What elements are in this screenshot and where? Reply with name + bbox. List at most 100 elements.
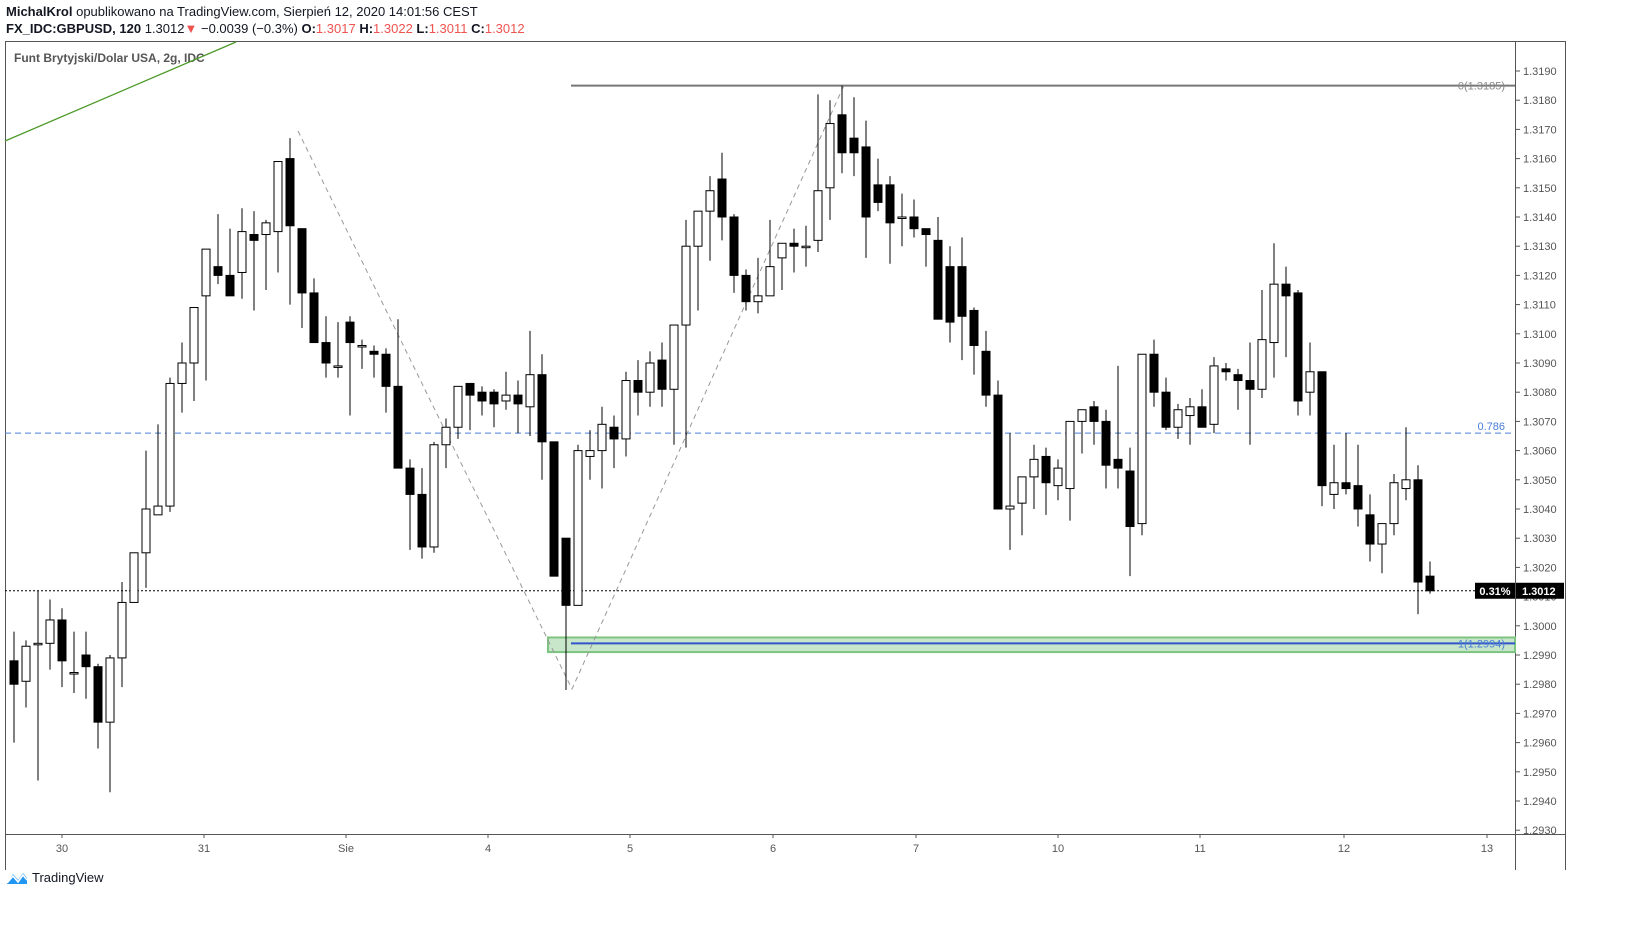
candle-down [1341,482,1351,490]
candle-up [429,444,439,548]
candle-up [105,657,115,723]
candles [9,85,1435,793]
y-tick-label: 1.3070 [1523,416,1557,428]
fib-zone[interactable] [547,636,1516,654]
x-tick-label: 6 [770,843,776,855]
candle-down [345,321,355,344]
candle-down [885,184,895,224]
candle-up [117,601,127,659]
candle-up [141,508,151,554]
y-tick-label: 1.3040 [1523,504,1557,516]
candle-up [69,672,79,675]
candle-down [849,137,859,154]
symbol-info: FX_IDC:GBPUSD, 120 1.3012▼ −0.0039 (−0.3… [6,21,525,36]
last-pct-badge [1475,582,1515,599]
x-tick-label: 31 [198,843,210,855]
candle-down [1293,292,1303,402]
x-tick-label: 12 [1338,843,1350,855]
candle-down [321,342,331,364]
candle-down [369,350,379,355]
y-tick-label: 1.3030 [1523,533,1557,545]
high-label: H: [359,21,374,36]
candle-down [957,266,967,317]
candle-up [1377,523,1387,545]
trend-line[interactable] [4,41,237,142]
candle-up [453,385,463,428]
candle-up [441,426,451,446]
candle-down [945,266,955,323]
y-tick-label: 1.3060 [1523,446,1557,458]
symbol-label: FX_IDC:GBPUSD, 120 [6,21,142,36]
zigzag-pattern[interactable] [297,82,846,691]
chart-frame [5,41,1566,870]
y-tick-label: 1.2980 [1523,679,1557,691]
candle-up [1137,353,1147,525]
candle-up [237,231,247,273]
candle-down [225,274,235,297]
candle-down [837,114,847,154]
y-tick-label: 1.2950 [1523,767,1557,779]
y-tick-label: 1.3130 [1523,241,1557,253]
candle-down [297,228,307,294]
candle-down [993,394,1003,510]
x-tick-label: 5 [627,843,633,855]
candle-up [1173,409,1183,428]
candle-down [1233,374,1243,382]
candle-up [1389,482,1399,525]
candle-down [1197,406,1207,428]
candle-up [1329,482,1339,495]
y-tick-label: 1.2990 [1523,650,1557,662]
candle-up [1077,409,1087,422]
candle-down [57,619,67,662]
x-tick-label: 4 [485,843,491,855]
candle-down [465,382,475,396]
y-tick-label: 1.2940 [1523,796,1557,808]
candle-up [1185,406,1195,417]
candle-up [897,216,907,219]
y-tick-label: 1.2970 [1523,708,1557,720]
candle-up [501,394,511,402]
candle-up [333,365,343,368]
high-value: 1.3022 [373,21,413,36]
y-tick-label: 1.3120 [1523,270,1557,282]
candle-down [1425,575,1435,592]
low-value: 1.3011 [428,21,468,36]
candle-down [417,493,427,548]
last-pct-label: 0.31% [1479,586,1510,598]
candle-up [777,242,787,259]
fib-label-0: 0(1.3185) [1458,81,1505,93]
y-tick-label: 1.3090 [1523,358,1557,370]
candle-up [33,642,43,646]
candle-down [81,654,91,668]
candle-up [1029,458,1039,478]
y-tick-label: 1.3020 [1523,562,1557,574]
fib-label-1: 1(1.2994) [1458,638,1505,650]
candle-down [609,426,619,440]
candle-down [249,234,259,241]
candle-down [789,242,799,247]
last-price-badge [1516,582,1564,599]
candle-down [1281,283,1291,297]
candle-up [261,222,271,236]
candle-up [585,450,595,457]
candle-up [669,324,679,390]
candle-up [153,505,163,516]
candle-down [513,394,523,405]
candle-down [1161,391,1171,428]
tradingview-logo-icon [6,872,28,884]
candle-up [45,619,55,644]
y-tick-label: 1.3190 [1523,66,1557,78]
low-label: L: [416,21,429,36]
last-price: 1.3012 [144,21,185,36]
footer-brand: TradingView [6,870,104,885]
candle-down [213,266,223,276]
y-tick-label: 1.3140 [1523,212,1557,224]
candle-down [93,666,103,723]
down-arrow-icon: ▼ [184,21,198,36]
candle-up [1065,420,1075,490]
y-tick-label: 1.3170 [1523,124,1557,136]
price-chart[interactable]: Funt Brytyjski/Dolar USA, 2g, IDC 1.3190 1… [0,0,1627,870]
candle-down [1413,479,1423,583]
candle-up [1209,365,1219,425]
candle-up [1005,505,1015,510]
